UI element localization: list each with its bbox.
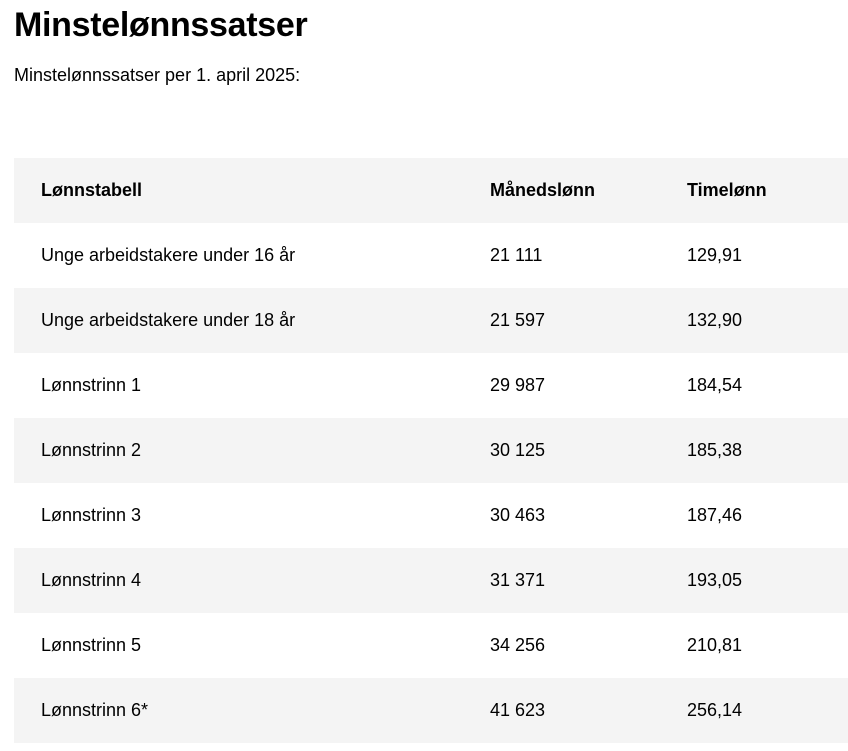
cell-wage-level: Lønnstrinn 6* [41,700,149,720]
cell-wage-level: Lønnstrinn 2 [41,440,142,460]
header-hourly-wage: Timelønn [687,180,767,200]
header-wage-table: Lønnstabell [41,180,143,200]
cell-hourly-wage: 184,54 [687,375,743,395]
cell-hourly-wage: 210,81 [687,635,743,655]
table-header-row: Lønnstabell Månedslønn Timelønn [14,158,848,223]
page-title: Minstelønnssatser [14,6,308,44]
cell-monthly-wage: 21 597 [490,310,546,330]
cell-wage-level: Unge arbeidstakere under 16 år [41,245,296,265]
cell-hourly-wage: 256,14 [687,700,743,720]
table-row: Lønnstrinn 4 31 371 193,05 [14,548,848,613]
table-row: Lønnstrinn 6* 41 623 256,14 [14,678,848,743]
cell-monthly-wage: 30 125 [490,440,546,460]
cell-monthly-wage: 34 256 [490,635,546,655]
cell-hourly-wage: 187,46 [687,505,743,525]
cell-wage-level: Lønnstrinn 5 [41,635,142,655]
page-subtitle: Minstelønnssatser per 1. april 2025: [14,65,301,85]
cell-hourly-wage: 193,05 [687,570,743,590]
cell-monthly-wage: 21 111 [490,245,543,265]
table-row: Lønnstrinn 1 29 987 184,54 [14,353,848,418]
cell-monthly-wage: 41 623 [490,700,546,720]
cell-wage-level: Lønnstrinn 3 [41,505,142,525]
cell-wage-level: Lønnstrinn 4 [41,570,142,590]
cell-monthly-wage: 29 987 [490,375,546,395]
cell-hourly-wage: 129,91 [687,245,743,265]
table-row: Unge arbeidstakere under 18 år 21 597 13… [14,288,848,353]
table-row: Lønnstrinn 2 30 125 185,38 [14,418,848,483]
cell-wage-level: Unge arbeidstakere under 18 år [41,310,296,330]
cell-hourly-wage: 185,38 [687,440,743,460]
table-row: Lønnstrinn 5 34 256 210,81 [14,613,848,678]
cell-monthly-wage: 31 371 [490,570,546,590]
table-row: Lønnstrinn 3 30 463 187,46 [14,483,848,548]
minimum-wage-table: Lønnstabell Månedslønn Timelønn Unge arb… [14,158,848,743]
cell-hourly-wage: 132,90 [687,310,743,330]
header-monthly-wage: Månedslønn [490,180,596,200]
cell-wage-level: Lønnstrinn 1 [41,375,142,395]
table-row: Unge arbeidstakere under 16 år 21 111 12… [14,223,848,288]
cell-monthly-wage: 30 463 [490,505,546,525]
